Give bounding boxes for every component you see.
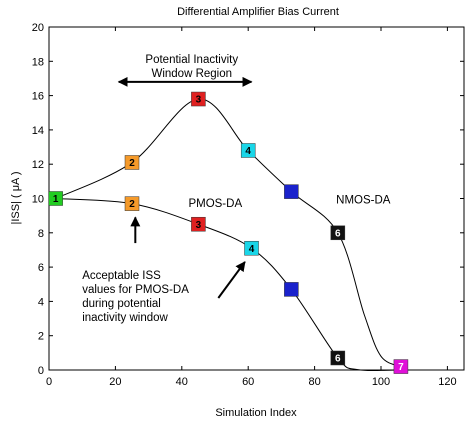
marker-label: 4 bbox=[245, 146, 251, 157]
pmos-da-marker-2: 2 bbox=[124, 196, 140, 211]
pmos-label-line: PMOS-DA bbox=[188, 198, 242, 210]
marker-box bbox=[124, 196, 140, 211]
marker-box bbox=[124, 155, 140, 170]
acceptable-annotation-line: inactivity window bbox=[82, 312, 168, 324]
y-tick-label: 8 bbox=[38, 228, 44, 240]
annotation-arrows bbox=[117, 76, 253, 299]
y-tick-label: 18 bbox=[32, 56, 44, 68]
acceptable-annotation-line: values for PMOS-DA bbox=[82, 284, 189, 296]
marker-label: 2 bbox=[129, 158, 135, 169]
y-tick-label: 14 bbox=[32, 125, 44, 137]
y-tick-label: 2 bbox=[38, 331, 44, 343]
nmos-da-marker-4: 4 bbox=[240, 143, 256, 158]
window-annotation-line: Potential Inactivity bbox=[145, 54, 238, 66]
pmos-da-marker-1: 1 bbox=[48, 191, 63, 206]
marker-label: 1 bbox=[53, 194, 59, 205]
y-tick-label: 20 bbox=[32, 22, 44, 34]
x-axis-label: Simulation Index bbox=[215, 407, 297, 419]
marker-box bbox=[191, 91, 206, 107]
nmos-da-marker-2: 2 bbox=[124, 155, 140, 170]
marker-box bbox=[284, 184, 299, 199]
marker-box bbox=[330, 350, 346, 366]
marker-label: 3 bbox=[196, 95, 202, 106]
marker-box bbox=[284, 282, 299, 297]
y-axis-label: |ISS| ( μA ) bbox=[10, 171, 22, 224]
marker-box bbox=[330, 225, 346, 241]
x-tick-label: 100 bbox=[372, 376, 390, 388]
nmos-da-marker-6: 6 bbox=[330, 225, 346, 241]
y-tick-label: 4 bbox=[38, 296, 44, 308]
marker-label: 4 bbox=[249, 244, 255, 255]
marker-label: 6 bbox=[335, 228, 341, 239]
window-annotation-line: Window Region bbox=[151, 68, 232, 80]
acceptable-annotation-line: Acceptable ISS bbox=[82, 270, 161, 282]
x-tick-label: 0 bbox=[46, 376, 52, 388]
marker-label: 3 bbox=[196, 220, 202, 231]
nmos-da-marker-7: 7 bbox=[393, 359, 409, 374]
acceptable-annotation-line: during potential bbox=[82, 298, 161, 310]
x-tick-label: 40 bbox=[176, 376, 188, 388]
marker-box bbox=[393, 359, 409, 374]
y-tick-label: 16 bbox=[32, 91, 44, 103]
nmos-label: NMOS-DA bbox=[336, 195, 391, 207]
window-annotation: Potential Inactivity Window Region bbox=[145, 54, 238, 80]
marker-label: 7 bbox=[398, 362, 404, 373]
pmos-da-marker-6: 6 bbox=[330, 350, 346, 366]
marker-box bbox=[244, 240, 259, 256]
marker-label: 2 bbox=[129, 199, 135, 210]
nmos-da-marker-5: 5 bbox=[284, 184, 299, 199]
y-tick-label: 12 bbox=[32, 159, 44, 171]
marker-box bbox=[240, 143, 256, 158]
y-tick-label: 6 bbox=[38, 262, 44, 274]
x-tick-label: 60 bbox=[242, 376, 254, 388]
acceptable-annotation: Acceptable ISS values for PMOS-DA during p… bbox=[82, 270, 189, 324]
pmos-da-marker-5: 5 bbox=[284, 282, 299, 297]
y-tick-label: 10 bbox=[32, 194, 44, 206]
acceptable-arrow bbox=[217, 261, 246, 299]
chart-title: Differential Amplifier Bias Current bbox=[177, 6, 339, 18]
pmos-da-marker-4: 4 bbox=[244, 240, 259, 256]
y-tick-label: 0 bbox=[38, 365, 44, 377]
x-tick-label: 20 bbox=[109, 376, 121, 388]
marker-label: 5 bbox=[289, 187, 295, 198]
marker-box bbox=[191, 216, 206, 232]
marker-box bbox=[48, 191, 63, 206]
nmos-da-curve bbox=[55, 98, 402, 368]
series-markers: 1 2 3 4 5 6 2 3 4 5 6 7 bbox=[48, 91, 409, 374]
x-tick-label: 120 bbox=[438, 376, 456, 388]
pmos-da-marker-3: 3 bbox=[191, 216, 206, 232]
marker-label: 6 bbox=[335, 354, 341, 365]
series-curves bbox=[55, 98, 465, 372]
marker-label: 5 bbox=[289, 285, 295, 296]
x-axis: 0 20 40 60 80 100 120 bbox=[46, 27, 457, 388]
pmos-label: PMOS-DA bbox=[188, 198, 242, 210]
annotations: Potential Inactivity Window Region PMOS-DA… bbox=[82, 54, 391, 324]
nmos-da-marker-3: 3 bbox=[191, 91, 206, 107]
x-tick-label: 80 bbox=[308, 376, 320, 388]
nmos-label-line: NMOS-DA bbox=[336, 195, 391, 207]
